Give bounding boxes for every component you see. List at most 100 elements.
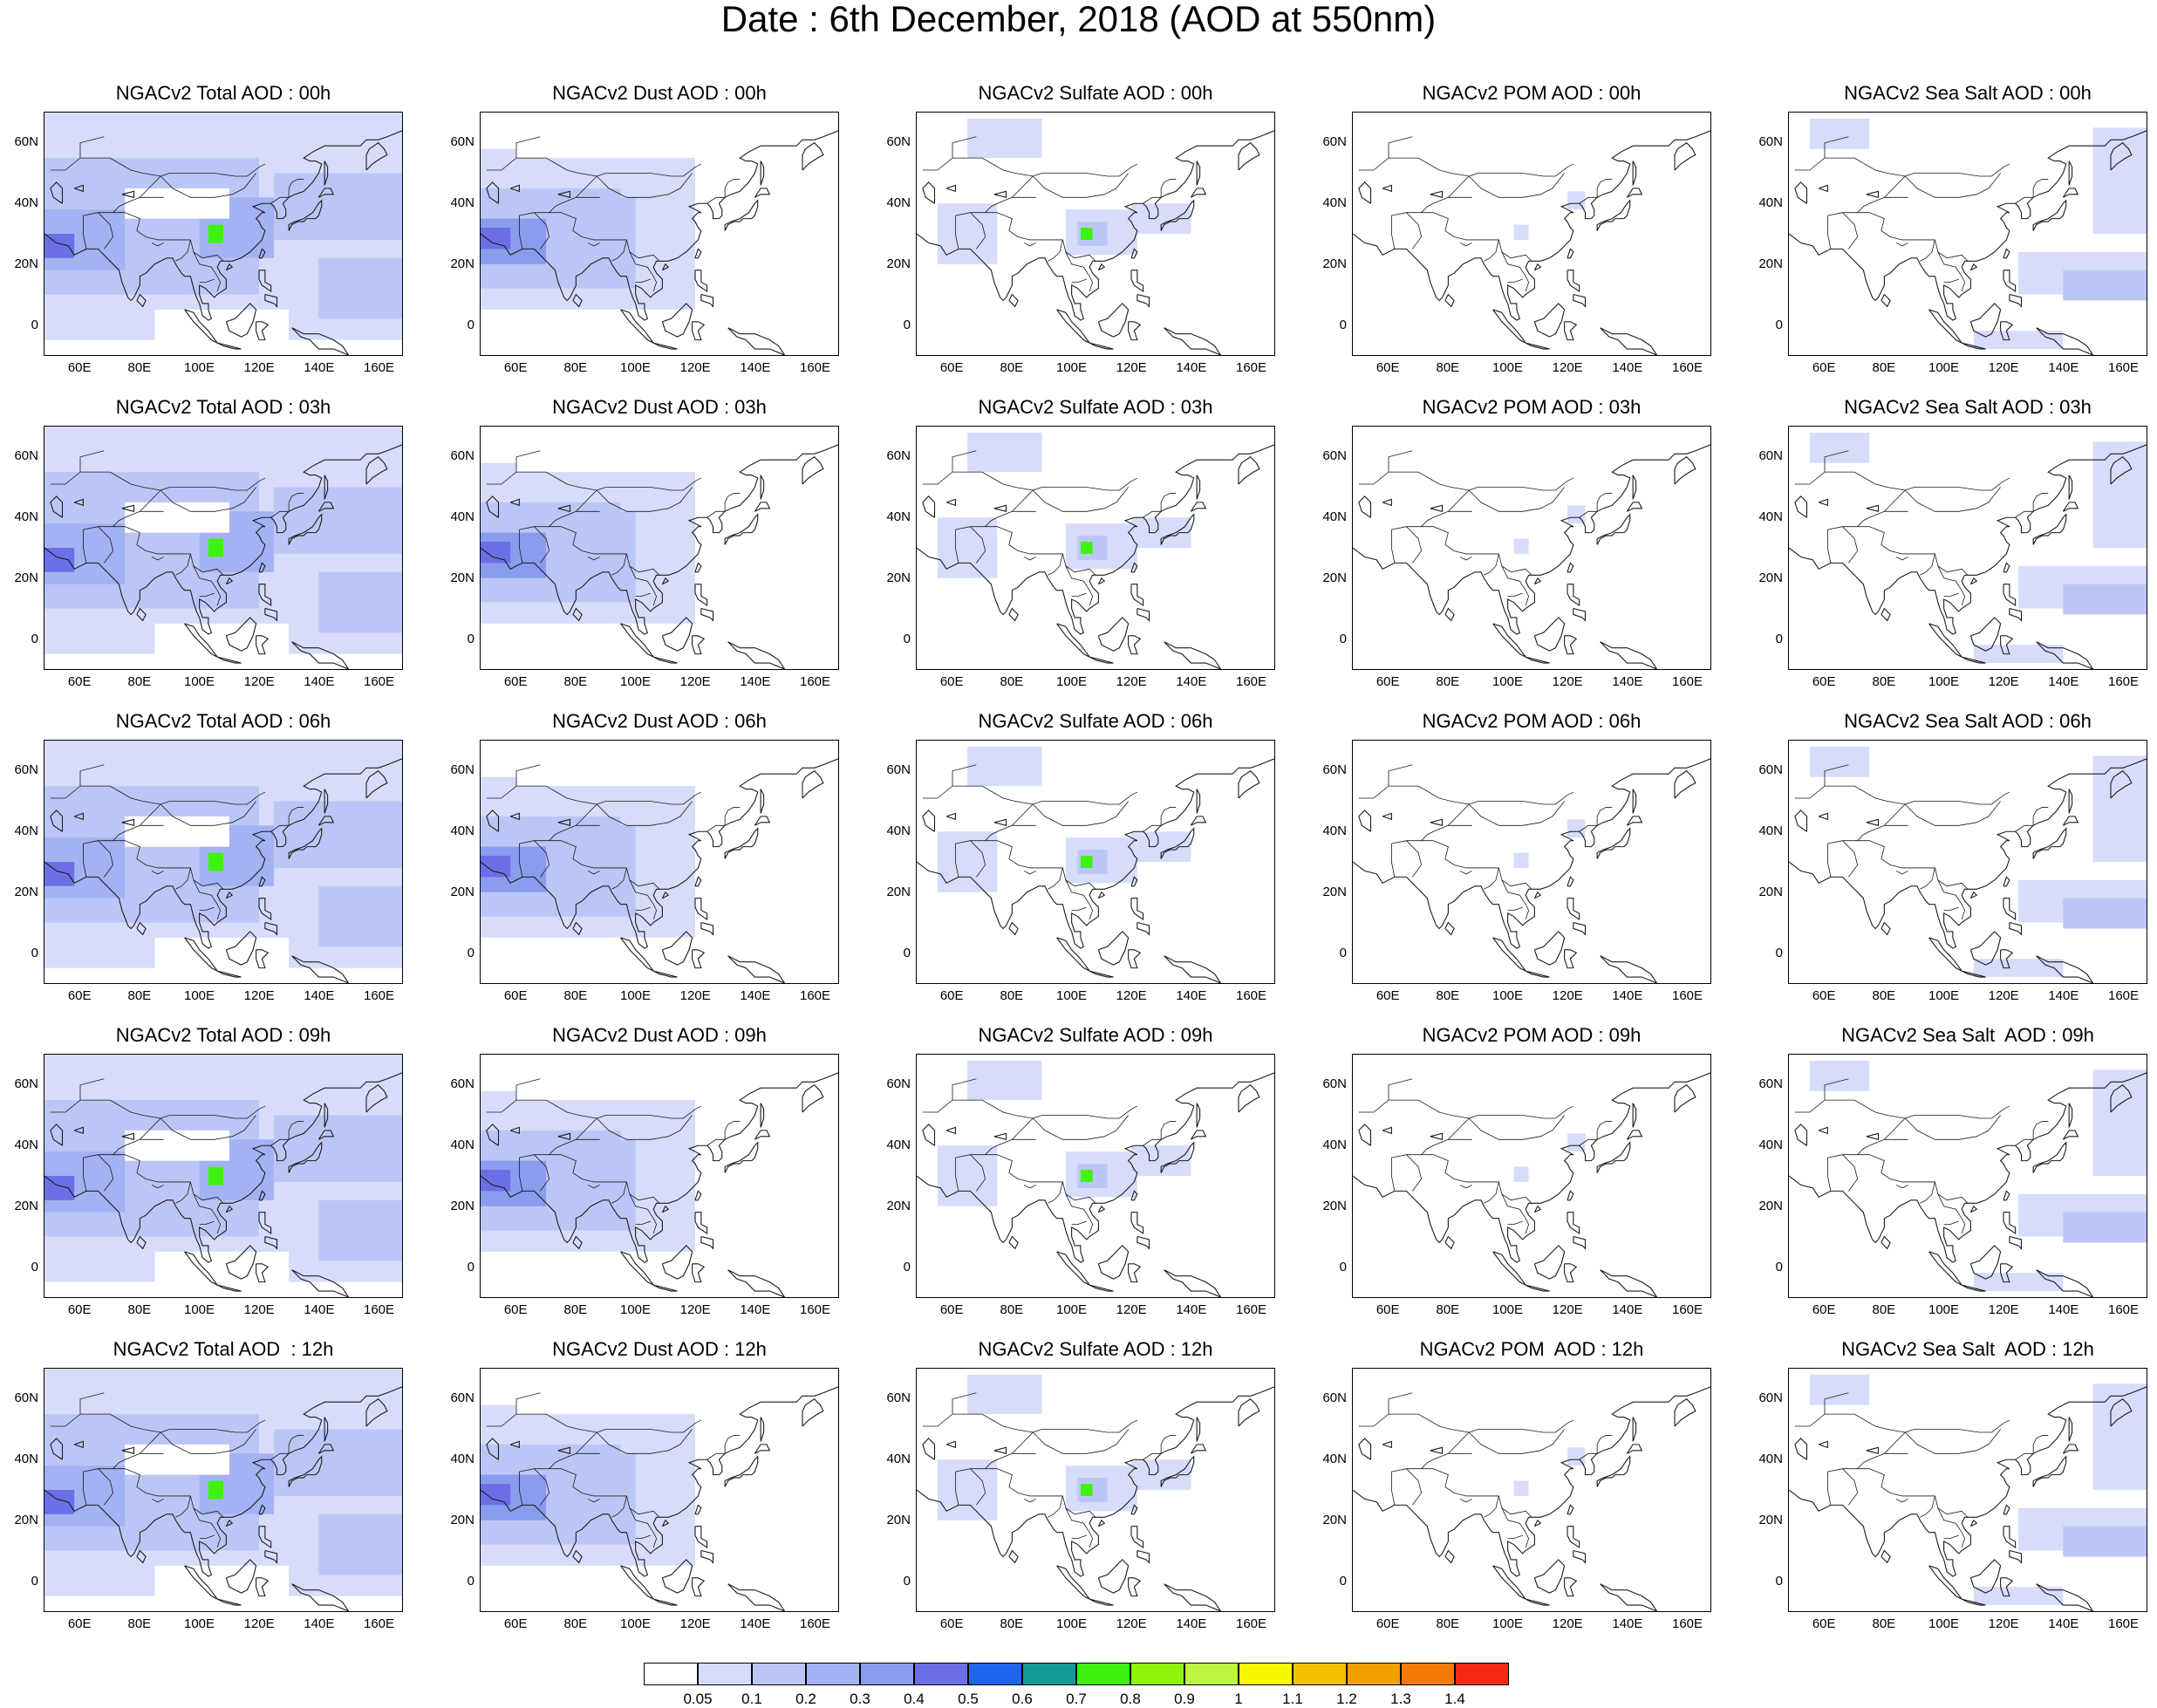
x-tick-label: 120E (1116, 1616, 1147, 1631)
coastline (1492, 309, 1526, 344)
coastline (955, 526, 1096, 576)
coastline (1238, 770, 1260, 799)
coastline (2110, 142, 2133, 171)
aod-region (1513, 1166, 1529, 1182)
coastline (2003, 584, 2017, 607)
x-tick-label: 140E (2048, 674, 2079, 689)
coastline (2003, 1504, 2010, 1515)
coastline (2003, 270, 2017, 293)
coastline (1492, 937, 1526, 972)
colorbar-swatch (968, 1663, 1022, 1685)
map-panel-sulfate-09h: NGACv2 Sulfate AOD : 09h 60N 40N 20N 0 60E 80E… (872, 1024, 1308, 1338)
coastline (2036, 955, 2094, 983)
coastline (1160, 1455, 1195, 1487)
coastline (596, 173, 693, 198)
coastline (557, 190, 571, 199)
panel-title: NGACv2 Sea Salt AOD : 12h (1841, 1338, 2094, 1360)
coastline (1382, 498, 1392, 507)
map-plot (916, 426, 1275, 670)
panel-title: NGACv2 POM AOD : 09h (1422, 1024, 1642, 1046)
coastline (1164, 641, 1222, 669)
y-tick-label: 40N (1758, 823, 1783, 838)
x-tick-label: 140E (304, 1616, 335, 1631)
coastline (1358, 495, 1372, 518)
x-tick-label: 160E (2108, 1616, 2140, 1631)
aod-region (318, 1199, 402, 1261)
y-tick-label: 0 (31, 1574, 38, 1588)
coastline (1388, 450, 1413, 473)
x-tick-label: 120E (1116, 360, 1147, 375)
coastline (1904, 173, 2001, 198)
aod-region (125, 1444, 229, 1475)
coastline (922, 1099, 1034, 1119)
x-tick-label: 100E (620, 1616, 652, 1631)
x-tick-label: 160E (800, 1616, 831, 1631)
coastline (1943, 592, 1959, 597)
coastline (635, 1534, 651, 1539)
coastline (365, 1398, 388, 1427)
y-tick-label: 0 (1339, 632, 1347, 646)
aod-region (2092, 1383, 2147, 1490)
coastline (1190, 1130, 1207, 1140)
coastline (1032, 1429, 1129, 1454)
coastline (1674, 1398, 1696, 1427)
coastline (1881, 921, 1891, 936)
coastline (706, 1452, 726, 1460)
y-tick-label: 40N (886, 195, 911, 210)
coastline (83, 212, 224, 262)
coastline (2110, 1084, 2133, 1113)
coastline (1484, 867, 1499, 890)
map-plot (916, 740, 1275, 984)
coastline (1492, 1565, 1526, 1600)
coastline (317, 816, 335, 826)
coastline (82, 529, 87, 564)
coastline (727, 327, 786, 355)
coastline (73, 184, 84, 193)
coastline (1130, 1212, 1144, 1235)
coastline (917, 444, 1274, 635)
aod-region (154, 1251, 290, 1292)
y-tick-label: 40N (1758, 509, 1783, 524)
coastline (1626, 1444, 1643, 1454)
coastline (1881, 293, 1891, 308)
map-panel-sulfate-03h: NGACv2 Sulfate AOD : 03h 60N 40N 20N 0 60E 80E… (872, 396, 1308, 710)
coastline (216, 1284, 242, 1292)
aod-region (516, 113, 838, 159)
colorbar-label: 0.1 (741, 1691, 762, 1707)
colorbar-label: 0.7 (1066, 1691, 1087, 1707)
coastline (160, 1115, 256, 1140)
coastline (1943, 278, 1959, 283)
coastline (724, 513, 759, 545)
y-tick-label: 0 (1339, 1260, 1347, 1274)
colorbar-label: 0.9 (1174, 1691, 1195, 1707)
y-tick-label: 60N (1758, 448, 1783, 463)
map-canvas (1353, 444, 1710, 669)
coastline (288, 179, 304, 198)
coastline (1961, 342, 1986, 350)
x-tick-label: 80E (563, 1616, 588, 1631)
coastline (486, 471, 597, 491)
aod-region (605, 937, 838, 983)
coastline (1390, 1472, 1396, 1506)
coastline (175, 239, 191, 262)
coastline (1023, 1499, 1036, 1503)
coastline (724, 493, 741, 512)
coastline (1160, 513, 1195, 545)
coastline (1904, 1429, 2001, 1454)
coastline (1137, 921, 1150, 936)
x-tick-label: 60E (939, 360, 964, 375)
coastline (1484, 553, 1499, 576)
coastline (1128, 1577, 1142, 1597)
coastline (1533, 303, 1566, 338)
coastline (98, 1154, 114, 1192)
map-canvas (481, 113, 838, 355)
coastline (1507, 592, 1523, 597)
coastline (1071, 1534, 1087, 1539)
coastline (629, 565, 658, 606)
x-tick-label: 100E (1492, 1302, 1524, 1317)
coastline (1130, 270, 1144, 293)
coastline (317, 1444, 335, 1454)
map-plot (44, 740, 403, 984)
coastline (1391, 212, 1532, 262)
aod-region (1825, 309, 1885, 340)
